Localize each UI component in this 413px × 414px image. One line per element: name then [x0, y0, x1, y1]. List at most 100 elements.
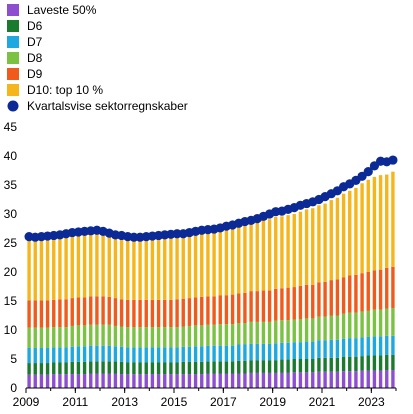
bar-d8-2014Q3	[163, 327, 167, 348]
bar-d9-2017Q1	[224, 295, 229, 325]
bar-d8-2019Q3	[286, 320, 290, 343]
bar-d6-2019Q3	[286, 359, 290, 373]
legend-marker-kvartalsvise-sektorregnskaber	[7, 100, 19, 112]
bar-d8-2013Q3	[138, 327, 142, 348]
y-tick-label-5: 5	[10, 352, 17, 366]
bar-laveste-50-2010Q3	[64, 374, 68, 388]
bar-d6-2011Q4	[95, 361, 99, 374]
bar-d9-2017Q4	[243, 292, 247, 324]
y-tick-label-15: 15	[4, 294, 18, 308]
bar-d10-top-10-2022Q2	[354, 187, 358, 275]
bar-d9-2022Q1	[348, 275, 352, 313]
bar-d6-2013Q2	[132, 362, 136, 375]
bar-d8-2021Q2	[329, 315, 333, 340]
bar-laveste-50-2022Q1	[348, 371, 352, 388]
bar-d6-2010Q1	[52, 362, 56, 375]
bar-d8-2012Q2	[107, 324, 111, 346]
bar-d9-2015Q2	[181, 298, 185, 327]
bar-d9-2011Q1	[76, 297, 81, 326]
bar-laveste-50-2016Q2	[206, 373, 210, 388]
bar-laveste-50-2021Q2	[329, 371, 333, 388]
bar-d8-2021Q3	[335, 315, 340, 340]
bar-laveste-50-2023Q4	[391, 370, 395, 388]
bar-laveste-50-2021Q4	[341, 371, 346, 388]
bar-d6-2023Q4	[391, 354, 395, 371]
bar-d6-2015Q1	[175, 362, 179, 375]
bar-d8-2022Q1	[348, 312, 352, 339]
bar-d10-top-10-2014Q1	[150, 237, 155, 300]
bar-d10-top-10-2010Q1	[52, 236, 56, 300]
bar-d7-2011Q1	[76, 346, 81, 362]
bar-d10-top-10-2020Q4	[317, 205, 321, 283]
bar-d6-2009Q1	[27, 363, 31, 375]
bar-d6-2012Q1	[101, 361, 105, 374]
bar-laveste-50-2019Q3	[286, 372, 290, 388]
bar-d8-2018Q2	[255, 321, 259, 344]
bar-laveste-50-2011Q4	[95, 373, 99, 388]
bar-d7-2020Q2	[304, 341, 309, 359]
bar-laveste-50-2010Q4	[70, 374, 74, 388]
bar-d10-top-10-2009Q2	[33, 237, 37, 301]
bar-d8-2011Q4	[95, 324, 99, 346]
bar-d6-2016Q1	[200, 361, 204, 375]
bar-d6-2014Q4	[169, 362, 173, 375]
bar-d8-2021Q1	[323, 316, 327, 341]
bar-d10-top-10-2016Q4	[218, 229, 222, 296]
y-tick-label-45: 45	[4, 120, 18, 134]
bar-d6-2016Q3	[212, 361, 216, 374]
bar-d8-2009Q2	[33, 327, 37, 348]
bar-d10-top-10-2022Q4	[366, 179, 370, 272]
bar-d10-top-10-2009Q3	[39, 237, 44, 301]
bar-laveste-50-2009Q2	[33, 374, 37, 388]
bar-d8-2018Q4	[267, 321, 272, 344]
bar-d8-2016Q2	[206, 324, 210, 346]
bar-d9-2016Q2	[206, 296, 210, 325]
bar-d10-top-10-2016Q2	[206, 230, 210, 297]
bar-d7-2021Q3	[335, 339, 340, 358]
bar-laveste-50-2015Q3	[187, 374, 192, 388]
bar-d9-2011Q4	[95, 296, 99, 325]
bar-laveste-50-2011Q3	[89, 373, 93, 388]
y-tick-label-10: 10	[4, 323, 18, 337]
bar-d7-2018Q4	[267, 343, 272, 361]
bar-d6-2019Q2	[280, 359, 284, 373]
bar-d10-top-10-2020Q3	[311, 208, 315, 285]
bar-laveste-50-2014Q1	[150, 374, 155, 388]
bar-d6-2009Q3	[39, 363, 44, 375]
bar-d6-2010Q3	[64, 362, 68, 375]
bar-d8-2019Q4	[292, 319, 296, 343]
bar-d10-top-10-2020Q1	[298, 211, 303, 286]
bar-laveste-50-2017Q3	[237, 373, 241, 388]
bar-d9-2019Q3	[286, 287, 290, 321]
x-tick-label-2021: 2021	[309, 395, 336, 409]
x-tick-label-2011: 2011	[62, 395, 88, 409]
bar-d10-top-10-2012Q2	[107, 234, 111, 297]
bar-d8-2011Q2	[82, 325, 87, 347]
bar-d6-2020Q2	[304, 359, 309, 373]
bar-d10-top-10-2011Q4	[95, 232, 99, 297]
bar-d8-2017Q3	[237, 323, 241, 345]
bar-d10-top-10-2017Q4	[243, 224, 247, 293]
bar-d7-2009Q2	[33, 347, 37, 364]
bar-d8-2010Q1	[52, 327, 56, 348]
bar-d9-2021Q1	[323, 281, 327, 317]
bar-d7-2010Q2	[58, 347, 62, 363]
y-tick-label-20: 20	[4, 265, 18, 279]
bar-d9-2015Q1	[175, 299, 179, 328]
bar-d10-top-10-2014Q2	[156, 237, 161, 300]
bar-d7-2010Q3	[64, 347, 68, 363]
bar-laveste-50-2014Q2	[156, 374, 161, 388]
bar-d8-2016Q1	[200, 325, 204, 347]
bar-d8-2023Q2	[378, 309, 383, 337]
bar-d9-2014Q3	[163, 299, 167, 328]
bar-d10-top-10-2010Q2	[58, 236, 62, 300]
bar-d10-top-10-2014Q3	[163, 237, 167, 300]
bar-d10-top-10-2016Q1	[200, 231, 204, 297]
bar-d10-top-10-2019Q2	[280, 216, 284, 289]
bar-d10-top-10-2013Q2	[132, 238, 136, 300]
y-tick-label-25: 25	[4, 236, 18, 250]
bar-d8-2014Q4	[169, 327, 173, 348]
bar-d6-2012Q3	[113, 361, 118, 374]
bar-laveste-50-2012Q1	[101, 373, 105, 388]
bar-d9-2011Q3	[89, 296, 93, 325]
